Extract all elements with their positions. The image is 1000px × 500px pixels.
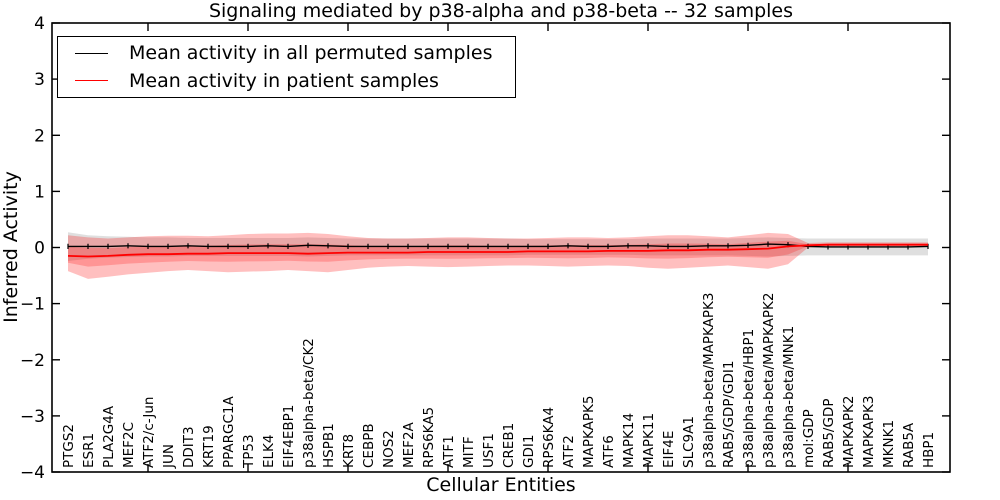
x-category-label: CEBPB bbox=[361, 423, 377, 468]
permuted-mean-line bbox=[68, 243, 929, 248]
legend: Mean activity in all permuted samples Me… bbox=[57, 36, 516, 98]
x-category-label: KRT19 bbox=[201, 425, 217, 468]
y-tick-label: −2 bbox=[20, 351, 45, 371]
x-category-label: ELK4 bbox=[261, 435, 277, 469]
x-category-label: RAB5/GDP bbox=[821, 399, 837, 468]
y-axis-title: Inferred Activity bbox=[0, 171, 22, 323]
x-category-label: KRT8 bbox=[341, 434, 357, 468]
x-category-label: MAPK14 bbox=[621, 413, 637, 468]
x-category-label: RPS6KA5 bbox=[421, 407, 437, 468]
legend-entry-permuted: Mean activity in all permuted samples bbox=[58, 42, 515, 64]
chart-title: Signaling mediated by p38-alpha and p38-… bbox=[208, 0, 794, 22]
y-tick-label: 2 bbox=[34, 126, 45, 146]
x-axis-title: Cellular Entities bbox=[426, 474, 576, 496]
x-category-label: RAB5/GDP/GDI1 bbox=[721, 361, 737, 468]
x-category-label: p38alpha-beta/MNK1 bbox=[781, 326, 797, 468]
legend-entry-patient: Mean activity in patient samples bbox=[58, 70, 515, 92]
x-category-label: ATF1 bbox=[441, 435, 457, 468]
x-category-label: p38alpha-beta/HBP1 bbox=[741, 329, 757, 468]
x-category-label: p38alpha-beta/MAPKAPK2 bbox=[761, 293, 777, 469]
y-tick-label: 3 bbox=[34, 70, 45, 90]
x-category-label: USF1 bbox=[481, 433, 497, 468]
x-category-label: MAPKAPK5 bbox=[581, 396, 597, 468]
x-category-label: MITF bbox=[461, 436, 477, 468]
permuted-point-markers bbox=[67, 241, 929, 250]
legend-label-permuted: Mean activity in all permuted samples bbox=[129, 42, 493, 65]
x-category-label: NOS2 bbox=[381, 430, 397, 468]
x-category-label: MAPK11 bbox=[641, 413, 657, 468]
x-category-label: EIF4EBP1 bbox=[281, 405, 297, 468]
x-category-label: mol:GDP bbox=[801, 409, 817, 468]
x-category-label: SLC9A1 bbox=[681, 416, 697, 468]
x-category-label: HBP1 bbox=[921, 432, 937, 468]
x-category-label: PPARGC1A bbox=[221, 395, 237, 468]
y-tick-label: 4 bbox=[34, 14, 45, 34]
x-category-label: p38alpha-beta/MAPKAPK3 bbox=[701, 293, 717, 469]
patient-sem-band bbox=[68, 240, 928, 267]
x-category-label: CREB1 bbox=[501, 423, 517, 468]
x-category-label: MAPKAPK3 bbox=[861, 396, 877, 468]
x-category-label: ATF2 bbox=[561, 435, 577, 468]
x-category-label: EIF4E bbox=[661, 431, 677, 468]
x-category-label: MAPKAPK2 bbox=[841, 396, 857, 468]
x-category-label: MEF2A bbox=[401, 421, 417, 468]
x-category-label: GDI1 bbox=[521, 435, 537, 468]
x-category-label: ATF2/c-Jun bbox=[141, 397, 157, 468]
x-category-label: HSPB1 bbox=[321, 423, 337, 468]
x-category-label: PTGS2 bbox=[61, 424, 77, 468]
x-category-label: PLA2G4A bbox=[101, 405, 117, 468]
x-category-label: DDIT3 bbox=[181, 426, 197, 468]
x-category-label: MEF2C bbox=[121, 422, 137, 468]
x-category-label: MKNK1 bbox=[881, 420, 897, 468]
x-category-label: RAB5A bbox=[901, 422, 917, 468]
y-tick-label: −1 bbox=[20, 295, 45, 315]
y-tick-label: −3 bbox=[20, 407, 45, 427]
y-tick-label: 1 bbox=[34, 182, 45, 202]
x-category-label: ESR1 bbox=[81, 433, 97, 468]
patient-std-band bbox=[68, 232, 928, 279]
x-category-label: JUN bbox=[161, 444, 177, 469]
y-tick-label: −4 bbox=[20, 463, 45, 483]
y-tick-label: 0 bbox=[34, 239, 45, 259]
legend-line-permuted-icon bbox=[75, 52, 108, 54]
x-category-label: RPS6KA4 bbox=[541, 407, 557, 468]
x-category-label: TP53 bbox=[241, 434, 257, 469]
x-category-label: ATF6 bbox=[601, 435, 617, 468]
x-category-label: p38alpha-beta/CK2 bbox=[301, 338, 317, 468]
patient-mean-line bbox=[67, 243, 928, 258]
legend-label-patient: Mean activity in patient samples bbox=[129, 69, 439, 92]
legend-line-patient-icon bbox=[75, 80, 108, 82]
